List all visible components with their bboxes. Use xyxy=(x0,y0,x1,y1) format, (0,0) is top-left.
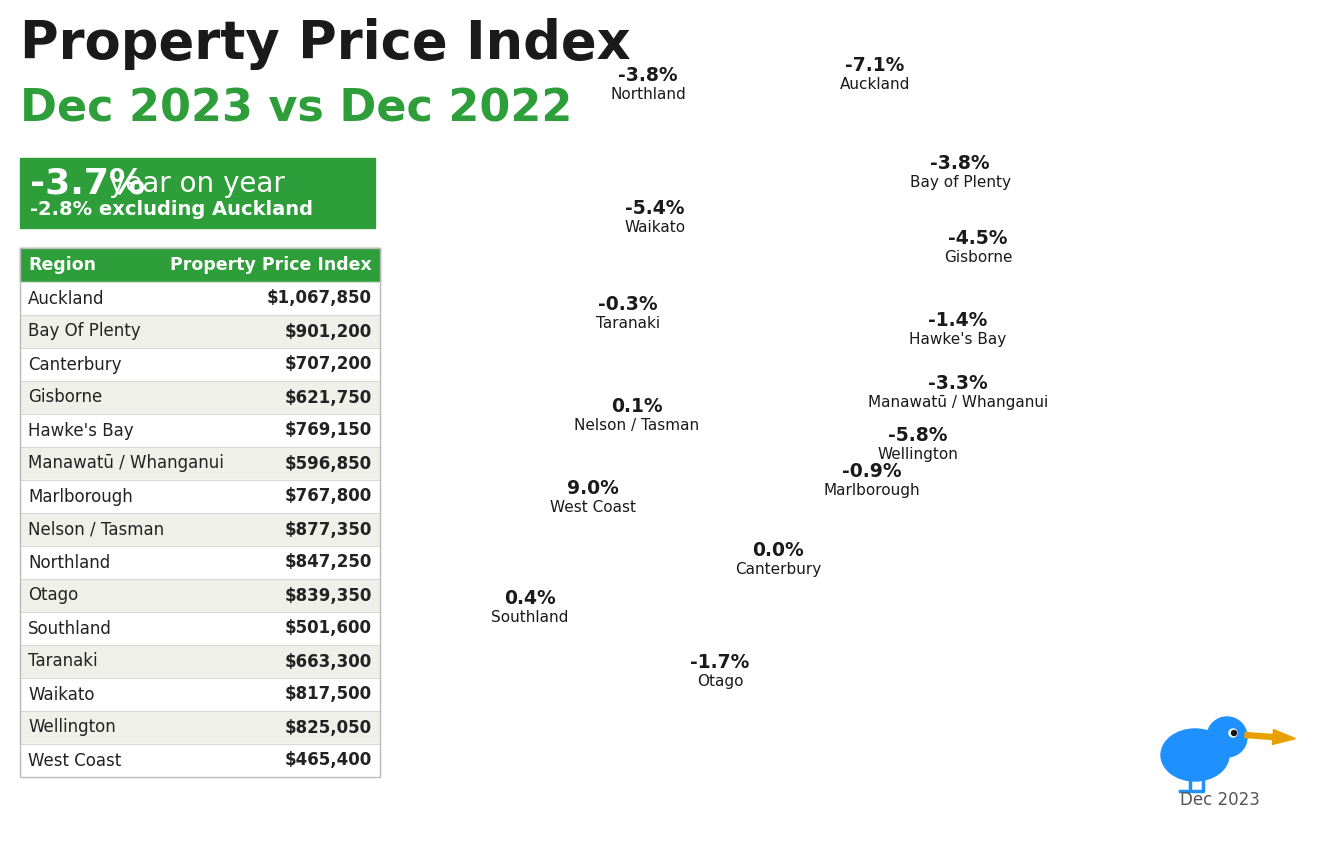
Text: Waikato: Waikato xyxy=(28,685,95,704)
Text: $769,150: $769,150 xyxy=(285,421,371,440)
Text: Gisborne: Gisborne xyxy=(28,388,103,406)
Text: $847,250: $847,250 xyxy=(285,553,371,572)
Text: Region: Region xyxy=(28,256,96,274)
Text: Bay Of Plenty: Bay Of Plenty xyxy=(28,322,140,340)
Bar xyxy=(20,579,379,612)
Bar xyxy=(20,414,379,447)
Bar xyxy=(20,711,379,744)
Text: Canterbury: Canterbury xyxy=(735,562,822,577)
Bar xyxy=(20,744,379,777)
Text: -1.4%: -1.4% xyxy=(929,311,987,330)
Text: -4.5%: -4.5% xyxy=(949,229,1007,248)
Text: Dec 2023: Dec 2023 xyxy=(1180,791,1260,809)
Text: $1,067,850: $1,067,850 xyxy=(267,289,371,307)
Text: -1.7%: -1.7% xyxy=(691,653,749,672)
Text: $596,850: $596,850 xyxy=(285,454,371,473)
Text: Wellington: Wellington xyxy=(878,447,958,462)
Bar xyxy=(20,348,379,381)
Text: Nelson / Tasman: Nelson / Tasman xyxy=(28,520,164,539)
Bar xyxy=(20,282,379,315)
Bar xyxy=(20,158,375,228)
Text: -2.8% excluding Auckland: -2.8% excluding Auckland xyxy=(29,200,313,219)
Text: Northland: Northland xyxy=(28,553,111,572)
Bar xyxy=(20,645,379,678)
Text: $839,350: $839,350 xyxy=(285,586,371,605)
Text: $817,500: $817,500 xyxy=(285,685,371,704)
Ellipse shape xyxy=(1161,729,1229,781)
Text: -7.1%: -7.1% xyxy=(846,56,904,75)
Bar xyxy=(20,447,379,480)
Text: 0.1%: 0.1% xyxy=(611,397,663,416)
Text: West Coast: West Coast xyxy=(550,500,636,515)
Text: Waikato: Waikato xyxy=(624,220,685,235)
Text: Marlborough: Marlborough xyxy=(824,483,921,498)
Circle shape xyxy=(1229,729,1237,737)
Text: Otago: Otago xyxy=(28,586,79,605)
Circle shape xyxy=(1232,730,1237,735)
Text: Southland: Southland xyxy=(28,619,112,638)
Text: -0.3%: -0.3% xyxy=(599,295,657,314)
Text: Hawke's Bay: Hawke's Bay xyxy=(28,421,134,440)
Text: -5.8%: -5.8% xyxy=(888,426,947,445)
Text: Southland: Southland xyxy=(492,610,569,625)
Text: Gisborne: Gisborne xyxy=(943,250,1013,265)
Text: 9.0%: 9.0% xyxy=(566,479,619,498)
Text: $877,350: $877,350 xyxy=(285,520,371,539)
Text: Wellington: Wellington xyxy=(28,718,116,737)
Text: $901,200: $901,200 xyxy=(285,322,371,340)
Circle shape xyxy=(1206,717,1246,757)
Text: Bay of Plenty: Bay of Plenty xyxy=(910,175,1010,190)
Text: Auckland: Auckland xyxy=(840,77,910,92)
Text: $707,200: $707,200 xyxy=(285,355,371,373)
Text: $825,050: $825,050 xyxy=(285,718,371,737)
Bar xyxy=(20,381,379,414)
Text: Property Price Index: Property Price Index xyxy=(170,256,371,274)
Bar xyxy=(20,248,379,282)
Text: $621,750: $621,750 xyxy=(285,388,371,406)
Text: -3.7%: -3.7% xyxy=(29,166,146,200)
Text: $501,600: $501,600 xyxy=(285,619,371,638)
Text: -3.8%: -3.8% xyxy=(930,154,990,173)
Bar xyxy=(20,612,379,645)
Text: Otago: Otago xyxy=(697,674,743,689)
Text: Auckland: Auckland xyxy=(28,289,104,307)
Text: Property Price Index: Property Price Index xyxy=(20,18,631,70)
Text: Taranaki: Taranaki xyxy=(28,652,98,671)
Text: Manawatū / Whanganui: Manawatū / Whanganui xyxy=(868,395,1049,410)
Text: -5.4%: -5.4% xyxy=(625,199,685,218)
Text: Canterbury: Canterbury xyxy=(28,355,122,373)
Bar xyxy=(20,315,379,348)
Text: Nelson / Tasman: Nelson / Tasman xyxy=(574,418,700,433)
FancyArrow shape xyxy=(1245,729,1296,744)
Bar xyxy=(20,678,379,711)
Text: $767,800: $767,800 xyxy=(285,487,371,506)
Text: Hawke's Bay: Hawke's Bay xyxy=(910,332,1006,347)
Text: Marlborough: Marlborough xyxy=(28,487,132,506)
Text: Dec 2023 vs Dec 2022: Dec 2023 vs Dec 2022 xyxy=(20,88,572,131)
Bar xyxy=(20,480,379,513)
Text: -0.9%: -0.9% xyxy=(842,462,902,481)
Bar xyxy=(20,546,379,579)
Text: $465,400: $465,400 xyxy=(285,751,371,770)
Text: year on year: year on year xyxy=(100,170,285,198)
Text: 0.4%: 0.4% xyxy=(504,589,556,608)
Text: Manawatū / Whanganui: Manawatū / Whanganui xyxy=(28,454,224,473)
Text: $663,300: $663,300 xyxy=(285,652,371,671)
Text: Northland: Northland xyxy=(611,87,685,102)
Bar xyxy=(20,513,379,546)
Text: -3.3%: -3.3% xyxy=(929,374,987,393)
Text: 0.0%: 0.0% xyxy=(752,541,804,560)
Text: -3.8%: -3.8% xyxy=(619,66,677,85)
Text: West Coast: West Coast xyxy=(28,751,122,770)
Text: Taranaki: Taranaki xyxy=(596,316,660,331)
Bar xyxy=(20,248,379,777)
